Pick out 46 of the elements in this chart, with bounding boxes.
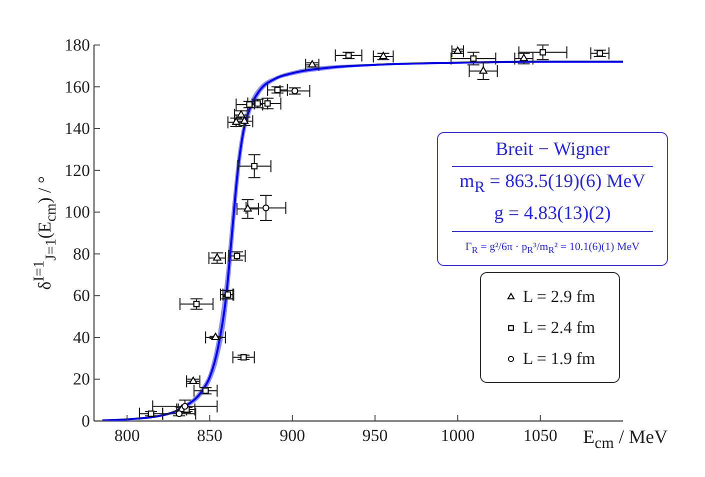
x-axis-title: E$_{cm}$ / MeV [583, 427, 668, 453]
y-tick-label: 60 [73, 286, 90, 306]
point [240, 354, 247, 360]
y-tick-label: 160 [64, 77, 90, 96]
point [181, 402, 188, 410]
legend-label: L = 2.9 fm [522, 286, 596, 306]
point [251, 162, 258, 170]
point [540, 49, 546, 56]
annotation: g = 4.83(13)(2) [493, 202, 612, 226]
point [244, 204, 252, 212]
y-tick-label: 0 [82, 412, 90, 430]
annotation: Γ$_{R}$ = g²/6π · p$_{R}$³/m$_{R}$² = 10.1(6)(1) MeV [464, 240, 641, 257]
legend-label: L = 1.9 fm [522, 348, 596, 368]
point [479, 66, 488, 74]
point [262, 204, 270, 212]
y-tick-label: 100 [64, 202, 90, 222]
x-tick-label: 1050 [523, 426, 558, 445]
point [274, 86, 281, 94]
point [379, 52, 388, 60]
point [202, 388, 209, 394]
x-tick-label: 850 [196, 426, 222, 445]
x-tick-label: 900 [280, 426, 306, 445]
point [176, 410, 183, 418]
point [148, 410, 154, 417]
point [470, 55, 477, 62]
y-tick-label: 120 [64, 160, 90, 180]
point [345, 52, 352, 59]
point [189, 376, 198, 384]
x-tick-label: 950 [362, 426, 388, 445]
x-tick-label: 1000 [440, 426, 475, 445]
point [211, 332, 220, 340]
x-tick-label: 800 [114, 426, 140, 445]
y-tick-label: 80 [73, 244, 90, 264]
y-tick-label: 140 [64, 119, 90, 138]
y-tick-label: 180 [64, 36, 90, 54]
point [246, 101, 253, 108]
annotation: m$_{R}$ = 863.5(19)(6) MeV [458, 170, 646, 198]
point [308, 60, 316, 68]
legend-label: L = 2.4 fm [522, 318, 596, 338]
y-tick-label: 40 [73, 328, 90, 347]
point [291, 88, 298, 94]
y-tick-label: 20 [73, 370, 90, 389]
annotation: Breit − Wigner [494, 138, 611, 162]
point [193, 300, 200, 308]
point [234, 252, 240, 260]
point [596, 50, 604, 57]
